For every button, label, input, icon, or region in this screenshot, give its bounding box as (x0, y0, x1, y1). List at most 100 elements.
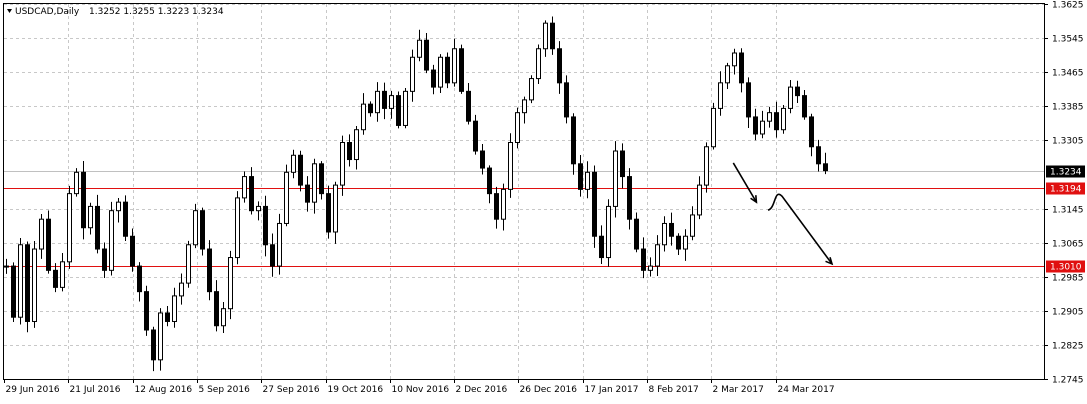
candle-bearish (46, 218, 51, 271)
candle-bullish (410, 56, 415, 92)
candle-bullish (32, 248, 37, 322)
candle-bearish (305, 184, 310, 203)
grid (4, 4, 1044, 380)
candle-bearish (200, 210, 205, 250)
candle-bearish (473, 120, 478, 152)
x-tick-label: 19 Oct 2016 (328, 385, 384, 395)
candle-bearish (550, 22, 555, 50)
price-level-tag (1046, 260, 1085, 273)
x-tick-label: 27 Sep 2016 (263, 385, 320, 395)
candle-bearish (753, 116, 758, 135)
candle-bearish (620, 150, 625, 178)
y-tick-label: 1.3465 (1052, 69, 1084, 79)
candle-bullish (179, 282, 184, 297)
candle-bearish (130, 235, 135, 267)
candle-bullish (508, 141, 513, 190)
y-tick-label: 1.2825 (1052, 342, 1084, 352)
horizontal-levels[interactable]: 1.3194 1.3010 1.3234 (4, 165, 1085, 273)
candle-bearish (123, 201, 128, 237)
candle-bearish (263, 205, 268, 246)
candle-bullish (193, 210, 198, 246)
x-tick-label: 24 Mar 2017 (778, 385, 835, 395)
current-price-tag (1046, 165, 1085, 178)
candle-bullish (88, 205, 93, 229)
candle-bearish (795, 86, 800, 97)
price-level-tag-text: 1.3010 (1050, 263, 1082, 273)
candle-bullish (256, 205, 261, 212)
x-tick-label: 2 Dec 2016 (456, 385, 508, 395)
candle-bullish (74, 171, 79, 195)
x-axis: 29 Jun 2016 21 Jul 2016 12 Aug 2016 5 Sep 2… (4, 379, 835, 395)
candle-bearish (641, 248, 646, 271)
candle-bullish (725, 65, 730, 84)
candle-bearish (382, 90, 387, 109)
y-tick-label: 1.2985 (1052, 274, 1084, 284)
candle-bearish (487, 167, 492, 195)
x-tick-label: 8 Feb 2017 (649, 385, 699, 395)
candle-bearish (431, 69, 436, 88)
candle-bearish (809, 116, 814, 148)
candle-bullish (291, 154, 296, 173)
candle-bearish (249, 176, 254, 212)
y-tick-label: 1.3625 (1052, 1, 1084, 11)
candle-bullish (501, 188, 506, 220)
candle-bearish (445, 56, 450, 84)
plot-area-frame (3, 3, 1045, 380)
candle-bullish (655, 244, 660, 267)
candle-bearish (270, 244, 275, 267)
candle-bearish (774, 112, 779, 131)
candle-bearish (634, 218, 639, 250)
candle-bearish (816, 146, 821, 165)
candle-bullish (452, 48, 457, 84)
candle-bearish (347, 141, 352, 161)
candle-bullish (711, 107, 716, 148)
y-tick-label: 1.3305 (1052, 137, 1084, 147)
candle-bearish (207, 248, 212, 293)
annotation-arrow-line[interactable] (767, 193, 833, 265)
price-level-tag-text: 1.3194 (1050, 185, 1082, 195)
candle-bearish (466, 90, 471, 122)
x-tick-label: 29 Jun 2016 (6, 385, 60, 395)
candle-bullish (186, 244, 191, 284)
candle-bullish (361, 103, 366, 131)
candle-bullish (648, 265, 653, 271)
candle-bearish (739, 52, 744, 84)
candles (4, 16, 828, 372)
candle-bearish (95, 205, 100, 250)
candle-bullish (67, 193, 72, 263)
x-tick-label: 12 Aug 2016 (135, 385, 193, 395)
candle-bearish (571, 116, 576, 165)
candle-bearish (564, 82, 569, 118)
candle-bullish (536, 48, 541, 80)
candle-bearish (102, 248, 107, 271)
candle-bullish (690, 214, 695, 237)
candle-bullish (116, 201, 121, 212)
candle-bearish (592, 171, 597, 237)
candle-bullish (613, 150, 618, 207)
candle-bearish (137, 265, 142, 293)
candle-bullish (529, 78, 534, 101)
chart-symbol: USDCAD,Daily (15, 7, 80, 17)
symbol-dropdown-icon[interactable] (7, 9, 12, 13)
candle-bearish (578, 163, 583, 190)
candle-bullish (284, 171, 289, 224)
candle-bullish (697, 184, 702, 216)
candle-bearish (151, 329, 156, 361)
annotation-arrow-head (750, 195, 758, 204)
y-tick-label: 1.2745 (1052, 376, 1084, 386)
candle-bearish (53, 269, 58, 288)
candle-bullish (158, 312, 163, 361)
x-tick-label: 21 Jul 2016 (70, 385, 121, 395)
candle-bearish (802, 95, 807, 118)
candle-bearish (165, 312, 170, 322)
annotation-arrow-line[interactable] (732, 162, 758, 203)
candle-bullish (683, 235, 688, 250)
x-tick-label: 5 Sep 2016 (199, 385, 251, 395)
annotations[interactable] (732, 162, 834, 266)
candle-bearish (396, 95, 401, 126)
y-tick-label: 1.2905 (1052, 308, 1084, 318)
candle-bearish (81, 171, 86, 229)
candle-bullish (662, 222, 667, 246)
